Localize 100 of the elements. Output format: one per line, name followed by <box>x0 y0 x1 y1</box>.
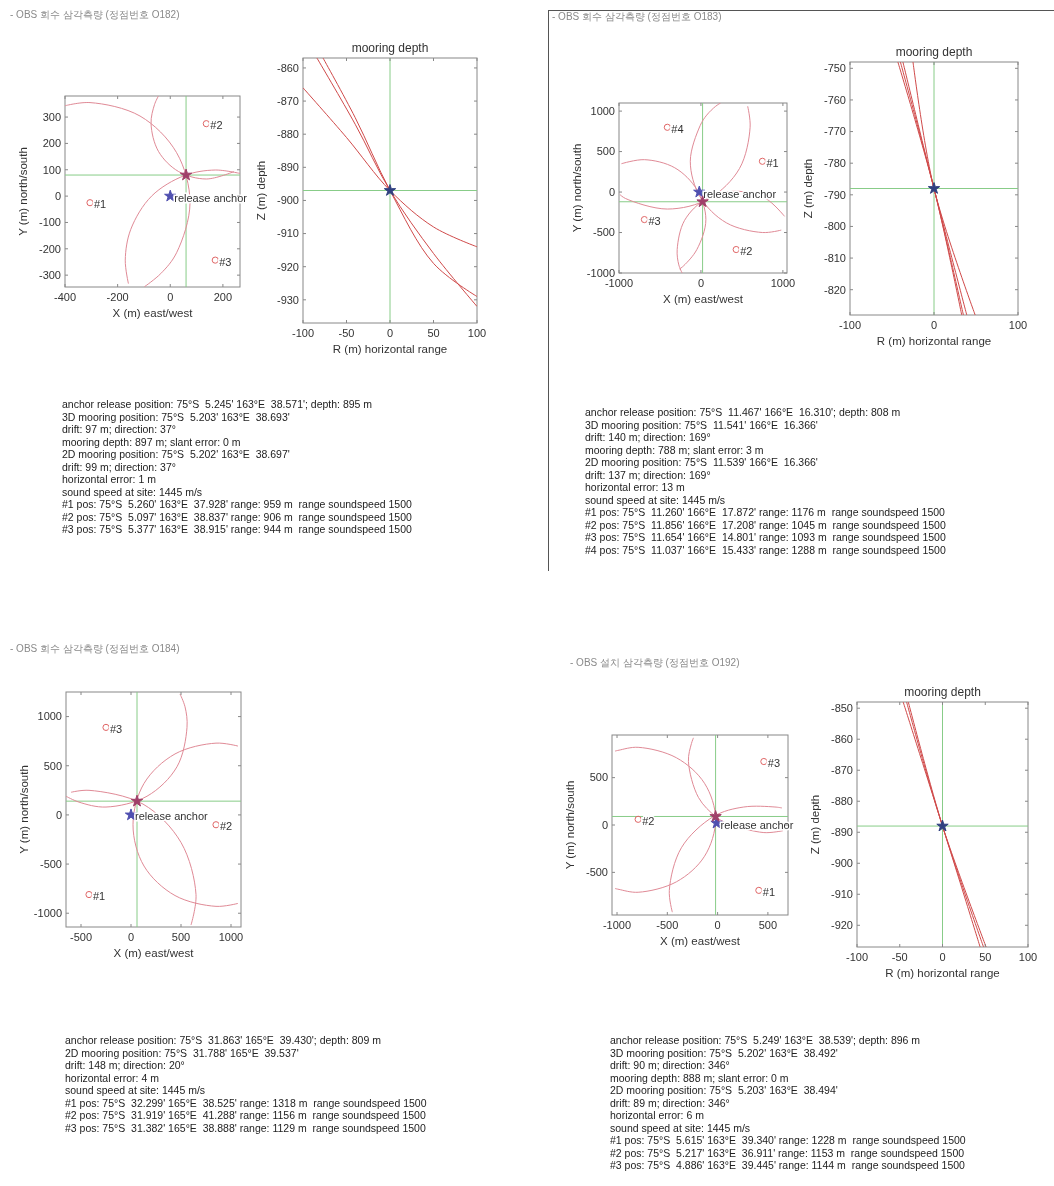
text: horizontal error: 1 m <box>62 473 157 485</box>
text: 3D mooring position: 75°S 5.203' 163°E 38.693' <box>62 410 290 423</box>
text: anchor release position: 75°S 5.249' 163°E 38.539'; depth: 896 m <box>610 1034 921 1046</box>
text: #3 pos: 75°S 4.886' 163°E 39.445' range: 1144 m range soundspeed 1500 <box>610 1159 966 1171</box>
series-label: release anchor <box>720 818 794 831</box>
y-tick-label: 500 <box>596 145 615 158</box>
x-tick-label: 500 <box>171 931 191 943</box>
series-label: #3 <box>110 722 123 735</box>
y-tick-label: 1000 <box>590 104 615 117</box>
y-axis-title: Z (m) depth <box>802 158 814 219</box>
text: drift: 140 m; direction: 169° <box>585 431 711 443</box>
x-tick-label: 100 <box>1008 319 1028 331</box>
text: anchor release position: 75°S 31.863' 165°E 39.430'; depth: 809 m <box>65 1034 382 1046</box>
y-tick-label: 0 <box>55 808 62 821</box>
y-tick-label: -930 <box>276 293 299 306</box>
y-tick-label: -500 <box>39 857 62 870</box>
series-label: #2 <box>210 119 223 132</box>
x-tick-label: -400 <box>53 291 77 303</box>
y-tick-label: -920 <box>276 260 299 273</box>
text: #2 pos: 75°S 11.856' 166°E 17.208' range: 1045 m range soundspeed 1500 <box>585 518 946 531</box>
x-tick-label: 0 <box>386 327 394 339</box>
series-label: #1 <box>94 198 107 211</box>
y-tick-label: -780 <box>823 157 846 170</box>
text: horizontal error: 4 m <box>65 1071 160 1084</box>
text: drift: 97 m; direction: 37° <box>62 423 176 435</box>
text: #4 pos: 75°S 11.037' 166°E 15.433' range: 1288 m range soundspeed 1500 <box>585 543 946 556</box>
chart-title: - OBS 회수 삼각측량 (정점번호 O184) <box>10 643 180 654</box>
text: #3 pos: 75°S 31.382' 165°E 38.888' range: 1129 m range soundspeed 1500 <box>65 1121 426 1134</box>
y-tick-label: -860 <box>830 733 853 746</box>
x-axis-title: R (m) horizontal range <box>876 335 992 347</box>
y-tick-label: -770 <box>823 125 846 138</box>
x-tick-label: -500 <box>656 919 679 931</box>
text: drift: 137 m; direction: 169° <box>585 468 711 481</box>
y-tick-label: -750 <box>823 62 846 75</box>
x-tick-label: 50 <box>427 327 440 339</box>
x-tick-label: 100 <box>1018 951 1038 963</box>
x-tick-label: 0 <box>127 931 135 943</box>
y-tick-label: -870 <box>830 764 853 777</box>
series-label: #1 <box>762 885 776 898</box>
y-tick-label: -850 <box>830 702 853 715</box>
y-tick-label: -500 <box>585 866 608 879</box>
text: 2D mooring position: 75°S 31.788' 165°E 39.537' <box>65 1046 299 1059</box>
y-tick-label: -1000 <box>586 266 615 279</box>
y-tick-label: 1000 <box>37 710 62 723</box>
text: sound speed at site: 1445 m/s <box>62 485 203 498</box>
y-tick-label: -870 <box>276 94 299 107</box>
text: #2 pos: 75°S 5.097' 163°E 38.837' range: 906 m range soundspeed 1500 <box>62 510 412 523</box>
series-label: release anchor <box>135 810 209 823</box>
y-tick-label: -860 <box>276 61 299 74</box>
x-tick-label: -500 <box>69 931 93 943</box>
x-tick-label: 200 <box>213 291 233 303</box>
text: mooring depth: 788 m; slant error: 3 m <box>585 443 764 456</box>
x-tick-label: 0 <box>939 951 946 963</box>
x-tick-label: 1000 <box>770 277 796 289</box>
series-label: #2 <box>740 245 753 258</box>
series-label: #3 <box>219 255 232 268</box>
x-tick-label: 0 <box>714 919 721 931</box>
text: 3D mooring position: 75°S 5.202' 163°E 38.492' <box>610 1046 838 1059</box>
y-axis-title: Y (m) north/south <box>564 780 576 870</box>
y-tick-label: -810 <box>823 251 846 264</box>
x-tick-label: -100 <box>291 327 315 339</box>
series-label: #4 <box>671 122 684 135</box>
text: horizontal error: 6 m <box>610 1109 705 1121</box>
y-tick-label: -880 <box>830 795 853 808</box>
x-tick-label: -100 <box>845 951 869 963</box>
x-tick-label: 0 <box>167 291 174 303</box>
series-label: #3 <box>648 215 661 228</box>
y-tick-label: -900 <box>276 194 299 207</box>
y-axis-title: Y (m) north/south <box>18 765 30 854</box>
y-tick-label: -820 <box>823 283 846 296</box>
x-tick-label: -50 <box>338 327 355 339</box>
text: 2D mooring position: 75°S 5.202' 163°E 38.697' <box>62 448 290 460</box>
y-tick-label: 0 <box>54 189 61 202</box>
text: anchor release position: 75°S 11.467' 166°E 16.310'; depth: 808 m <box>585 406 901 418</box>
y-tick-label: 500 <box>589 771 608 784</box>
y-tick-label: 100 <box>42 163 61 176</box>
text: 3D mooring position: 75°S 11.541' 166°E 16.366' <box>585 418 818 431</box>
y-tick-label: 200 <box>42 137 61 150</box>
text: #3 pos: 75°S 11.654' 166°E 14.801' range: 1093 m range soundspeed 1500 <box>585 531 946 543</box>
text: drift: 89 m; direction: 346° <box>610 1096 730 1109</box>
x-axis-title: X (m) east/west <box>112 307 194 319</box>
y-axis-title: Y (m) north/south <box>17 147 29 236</box>
text: horizontal error: 13 m <box>585 481 686 493</box>
series-label: #3 <box>767 757 781 770</box>
series-label: #2 <box>642 814 655 827</box>
x-axis-title: R (m) horizontal range <box>332 343 448 355</box>
y-tick-label: -300 <box>38 268 61 281</box>
series-label: release anchor <box>703 187 777 200</box>
chart-title: mooring depth <box>895 45 973 59</box>
x-tick-label: -50 <box>891 951 908 963</box>
text: #1 pos: 75°S 32.299' 165°E 38.525' range: 1318 m range soundspeed 1500 <box>65 1096 427 1109</box>
x-tick-label: 1000 <box>218 931 244 943</box>
text: sound speed at site: 1445 m/s <box>65 1084 206 1096</box>
text: drift: 90 m; direction: 346° <box>610 1059 730 1071</box>
text: #1 pos: 75°S 5.260' 163°E 37.928' range: 959 m range soundspeed 1500 <box>62 498 412 510</box>
chart-title: - OBS 회수 삼각측량 (정점번호 O183) <box>552 11 722 22</box>
x-tick-label: 0 <box>930 319 938 331</box>
y-tick-label: -200 <box>38 242 61 255</box>
series-label: release anchor <box>174 191 248 204</box>
x-tick-label: 50 <box>979 951 992 963</box>
